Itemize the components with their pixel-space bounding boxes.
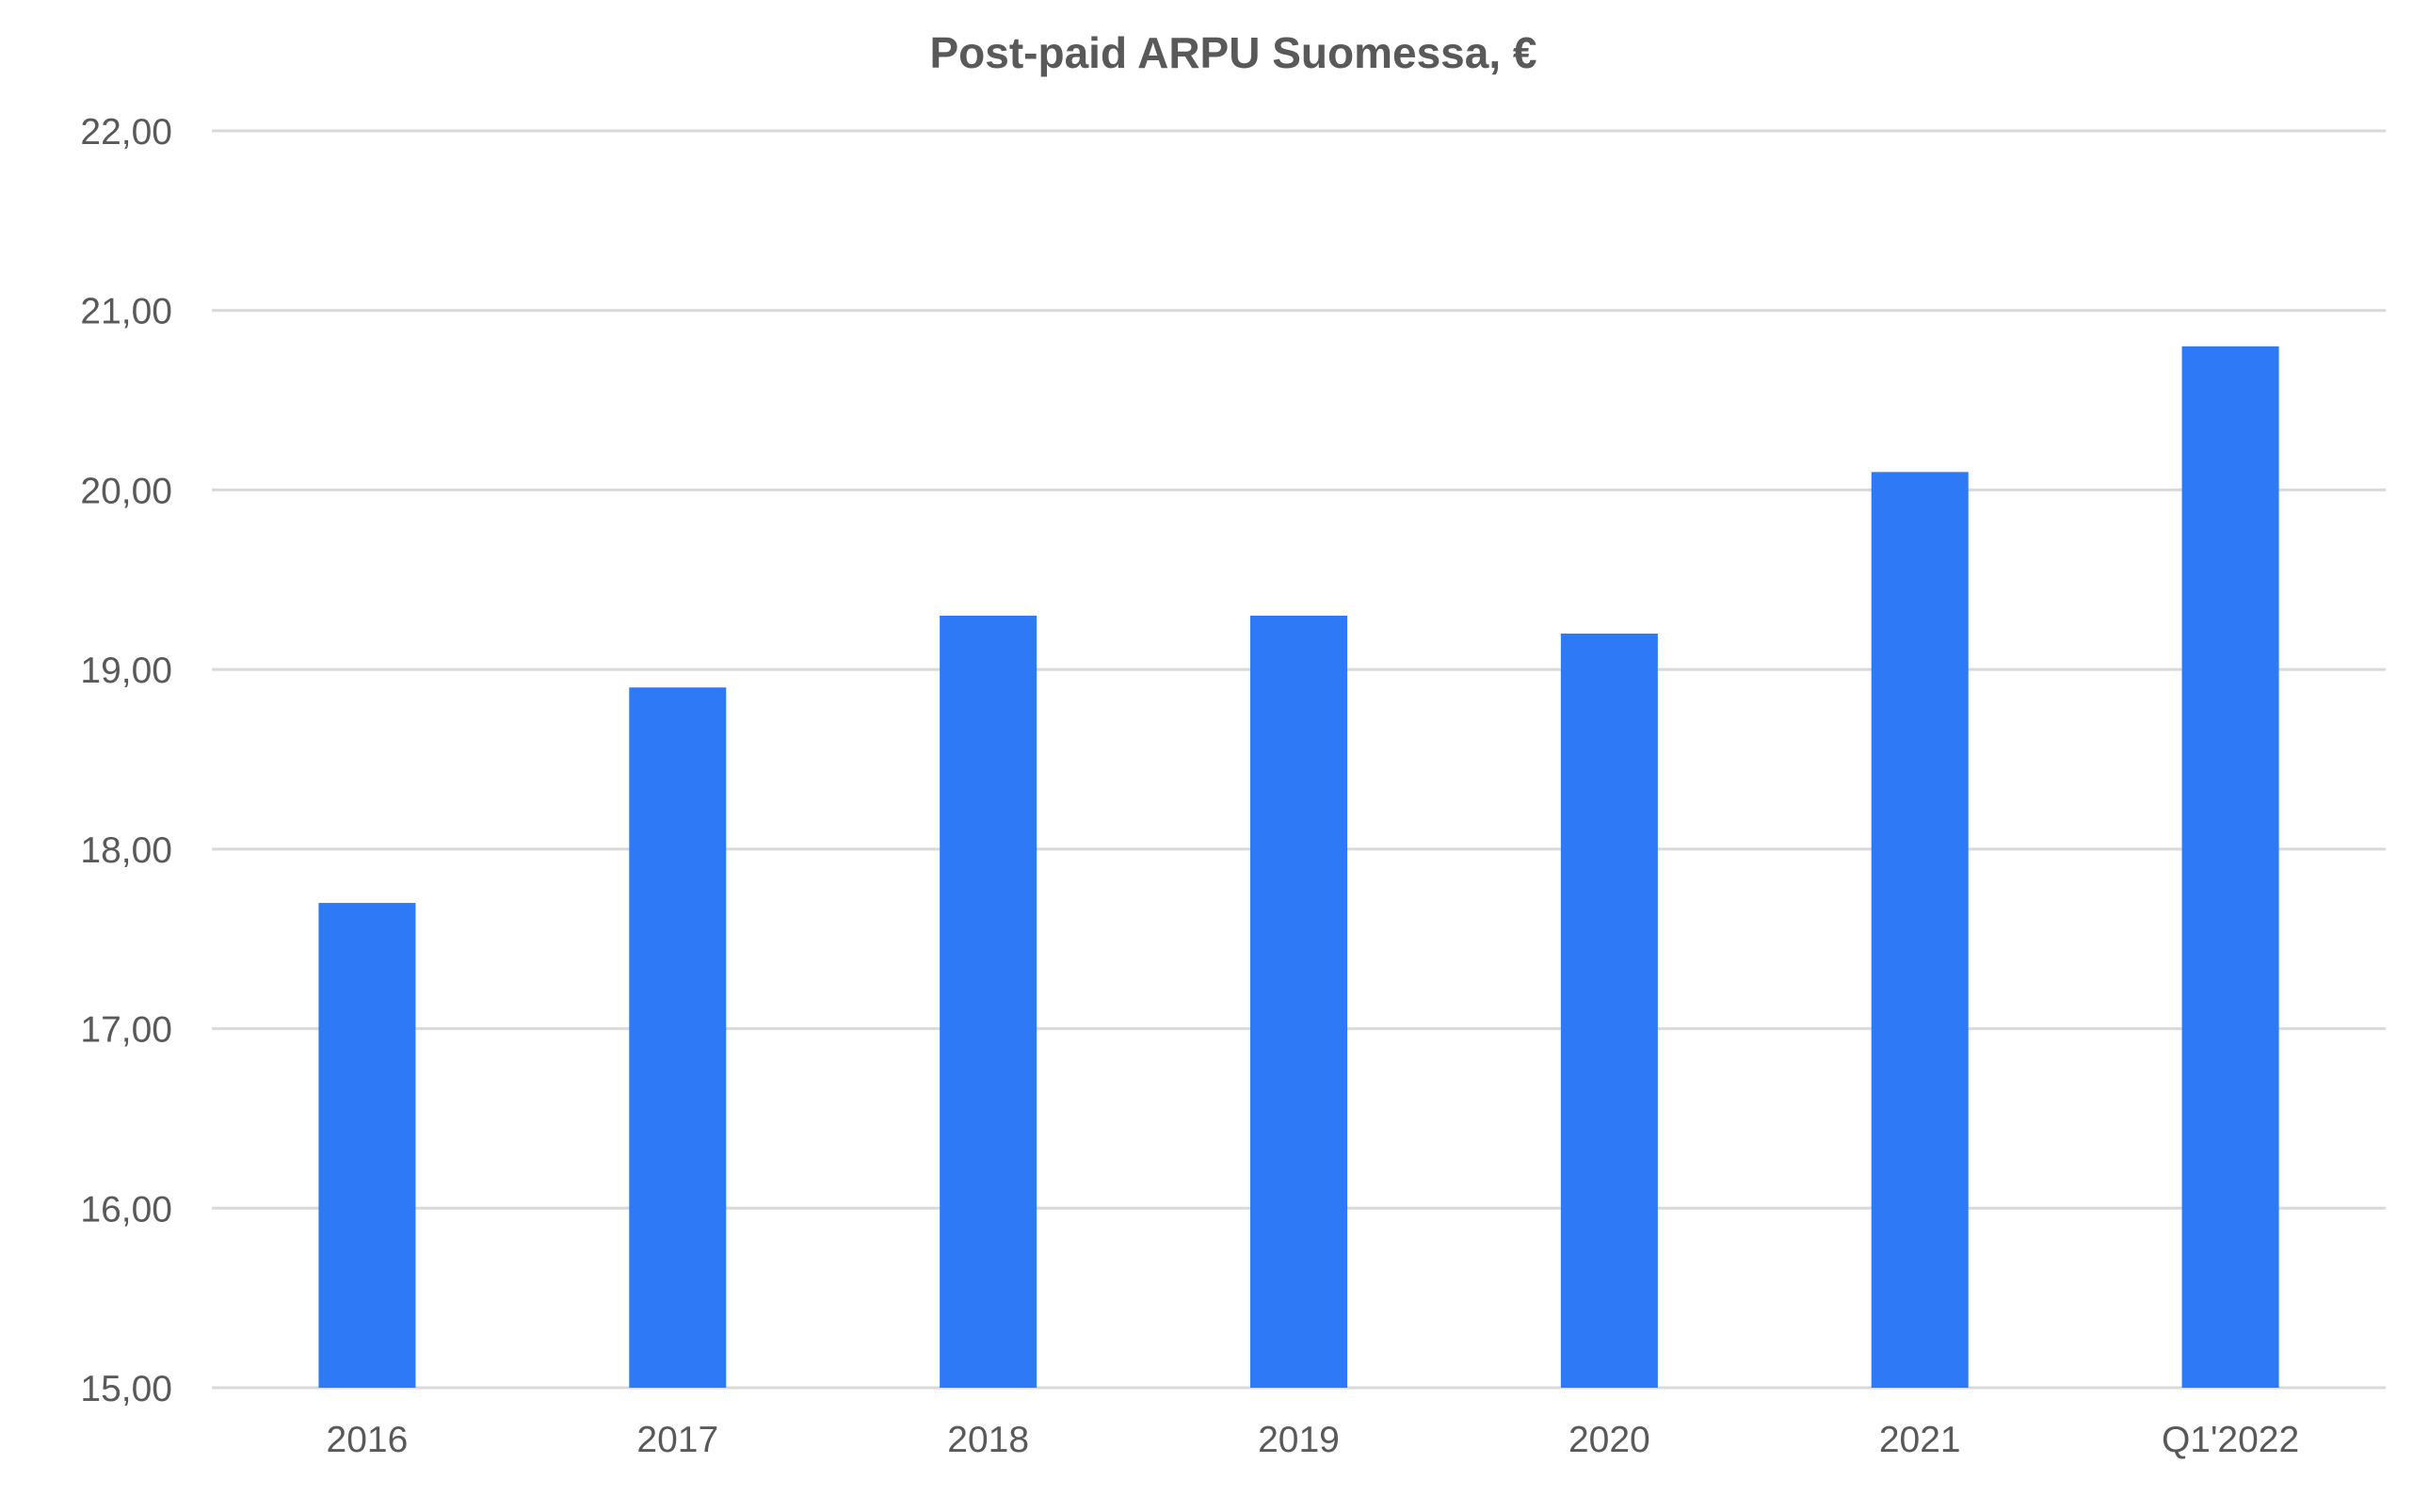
y-tick-label: 20,00 — [80, 471, 172, 511]
x-tick-label: 2019 — [1258, 1420, 1340, 1460]
y-tick-label: 16,00 — [80, 1189, 172, 1230]
y-tick-label: 18,00 — [80, 830, 172, 871]
bars — [318, 346, 2279, 1388]
y-tick-label: 21,00 — [80, 292, 172, 332]
x-tick-label: Q1'2022 — [2162, 1420, 2299, 1460]
bar-2020 — [1560, 634, 1658, 1388]
bar-2017 — [629, 687, 727, 1388]
bar-2019 — [1250, 615, 1347, 1388]
x-tick-label: 2020 — [1568, 1420, 1650, 1460]
y-axis-ticks: 15,00 16,00 17,00 18,00 19,00 20,00 21,00 22,00 — [80, 112, 172, 1409]
chart-title: Post-paid ARPU Suomessa, € — [929, 28, 1536, 77]
x-axis-ticks: 2016 2017 2018 2019 2020 2021 Q1'2022 — [327, 1420, 2300, 1460]
x-tick-label: 2018 — [947, 1420, 1029, 1460]
x-tick-label: 2016 — [327, 1420, 409, 1460]
x-tick-label: 2017 — [636, 1420, 718, 1460]
y-tick-label: 22,00 — [80, 112, 172, 153]
bar-Q1'2022 — [2181, 346, 2279, 1388]
x-tick-label: 2021 — [1879, 1420, 1961, 1460]
y-tick-label: 15,00 — [80, 1369, 172, 1409]
bar-2016 — [318, 903, 416, 1388]
y-tick-label: 17,00 — [80, 1010, 172, 1051]
y-tick-label: 19,00 — [80, 651, 172, 691]
bar-2018 — [940, 615, 1038, 1388]
bar-2021 — [1871, 472, 1969, 1388]
